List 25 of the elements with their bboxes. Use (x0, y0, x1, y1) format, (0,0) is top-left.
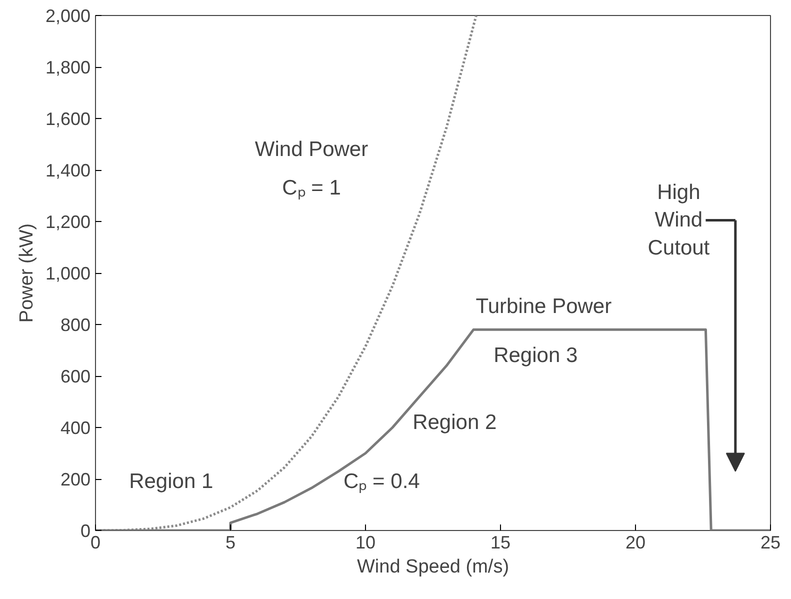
y-tick-label: 400 (60, 418, 91, 438)
x-tick-label: 10 (355, 532, 376, 552)
annotation: Region 1 (129, 470, 214, 494)
annotation: Cₚ = 0.4 (344, 470, 420, 494)
x-tick-label: 5 (225, 532, 236, 552)
y-tick-label: 600 (60, 366, 91, 386)
annotation: Turbine Power (476, 294, 612, 318)
y-tick-label: 2,000 (45, 6, 91, 26)
y-tick-label: 200 (60, 470, 91, 490)
x-tick-label: 15 (490, 532, 511, 552)
y-tick-label: 1,200 (45, 212, 91, 232)
annotation: Region 2 (412, 410, 497, 434)
y-axis-title: Power (kW) (16, 223, 38, 323)
annotation: Region 3 (494, 344, 578, 367)
x-tick-label: 25 (760, 532, 781, 552)
annotation: High Wind Cutout (648, 181, 710, 260)
annotation: Cₚ = 1 (282, 176, 341, 201)
y-tick-label: 1,000 (45, 264, 91, 284)
x-axis-title: Wind Speed (m/s) (356, 556, 510, 578)
y-tick-label: 800 (60, 315, 91, 335)
annotation: Wind Power (254, 138, 368, 161)
x-tick-label: 20 (625, 532, 646, 552)
y-tick-label: 1,800 (45, 58, 91, 78)
y-tick-label: 1,600 (45, 109, 91, 129)
y-tick-label: 1,400 (45, 160, 91, 180)
